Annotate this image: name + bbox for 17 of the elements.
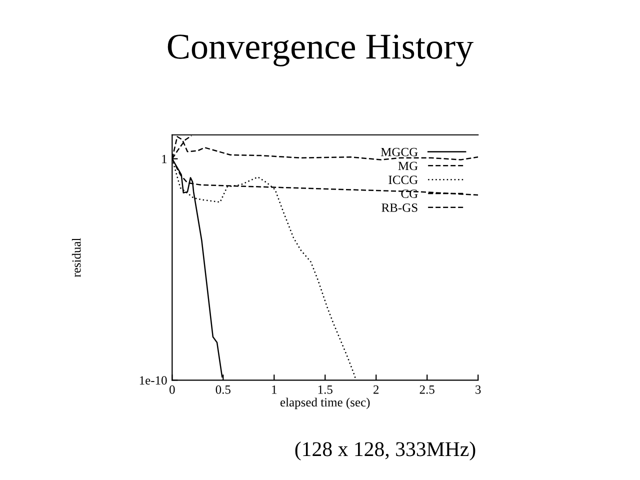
legend-label: CG bbox=[401, 190, 418, 198]
x-tick-label: 3 bbox=[476, 385, 481, 394]
x-tick-label: 2.5 bbox=[420, 385, 434, 394]
y-tick-label: 1e-10 bbox=[140, 376, 167, 385]
legend-label: MGCG bbox=[380, 148, 418, 156]
x-tick-label: 1.5 bbox=[318, 385, 332, 394]
x-tick-label: 2 bbox=[374, 385, 379, 394]
y-axis-title: residual bbox=[72, 238, 81, 278]
x-tick-label: 1 bbox=[272, 385, 277, 394]
x-axis-title: elapsed time (sec) bbox=[280, 398, 370, 410]
chart-title: Convergence History bbox=[168, 34, 474, 66]
x-tick-label: 0.5 bbox=[216, 385, 230, 394]
legend-label: ICCG bbox=[388, 176, 418, 184]
text: (128 x 128, 333MHz) bbox=[295, 442, 476, 460]
x-tick-label: 0 bbox=[170, 385, 175, 394]
legend-label: RB-GS bbox=[382, 204, 418, 212]
legend-label: MG bbox=[398, 162, 418, 170]
